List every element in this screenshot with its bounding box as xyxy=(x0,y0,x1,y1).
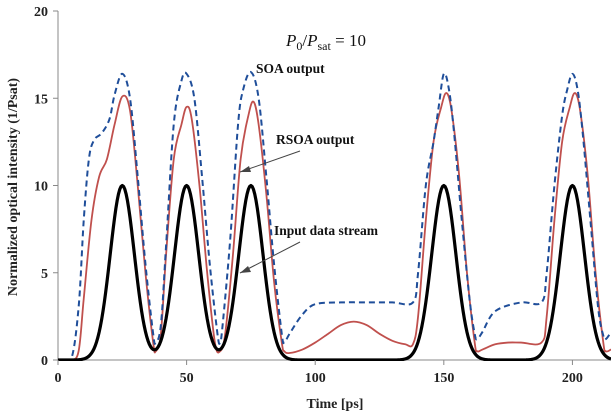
input-callout-arrow xyxy=(239,241,301,274)
rsoa-output-callout: RSOA output xyxy=(276,132,355,147)
x-tick-label: 100 xyxy=(305,371,326,386)
y-tick-label: 10 xyxy=(34,180,48,195)
y-axis-title: Normalized optical intensity (1/Psat) xyxy=(6,78,21,296)
x-axis-title: Time [ps] xyxy=(307,397,364,412)
y-tick-label: 5 xyxy=(41,267,48,282)
input-stream-callout: Input data stream xyxy=(274,223,379,238)
input-data-stream-line xyxy=(58,183,611,361)
y-tick-label: 0 xyxy=(41,354,48,369)
y-tick-label: 20 xyxy=(34,5,48,20)
x-tick-label: 150 xyxy=(433,371,454,386)
x-axis-ticks: 0 50 100 150 200 xyxy=(55,360,583,386)
rsoa-output-line xyxy=(58,92,611,361)
x-tick-label: 0 xyxy=(55,371,62,386)
power-ratio-annotation: P0/Psat = 10 xyxy=(285,31,366,53)
y-tick-label: 15 xyxy=(34,92,48,107)
rsoa-callout-arrow xyxy=(239,150,301,173)
soa-output-callout: SOA output xyxy=(256,61,325,76)
x-tick-label: 200 xyxy=(562,371,583,386)
y-axis-ticks: 0 5 10 15 20 xyxy=(34,5,58,369)
soa-output-line xyxy=(58,71,611,361)
x-tick-label: 50 xyxy=(180,371,194,386)
plot-area xyxy=(57,11,611,361)
